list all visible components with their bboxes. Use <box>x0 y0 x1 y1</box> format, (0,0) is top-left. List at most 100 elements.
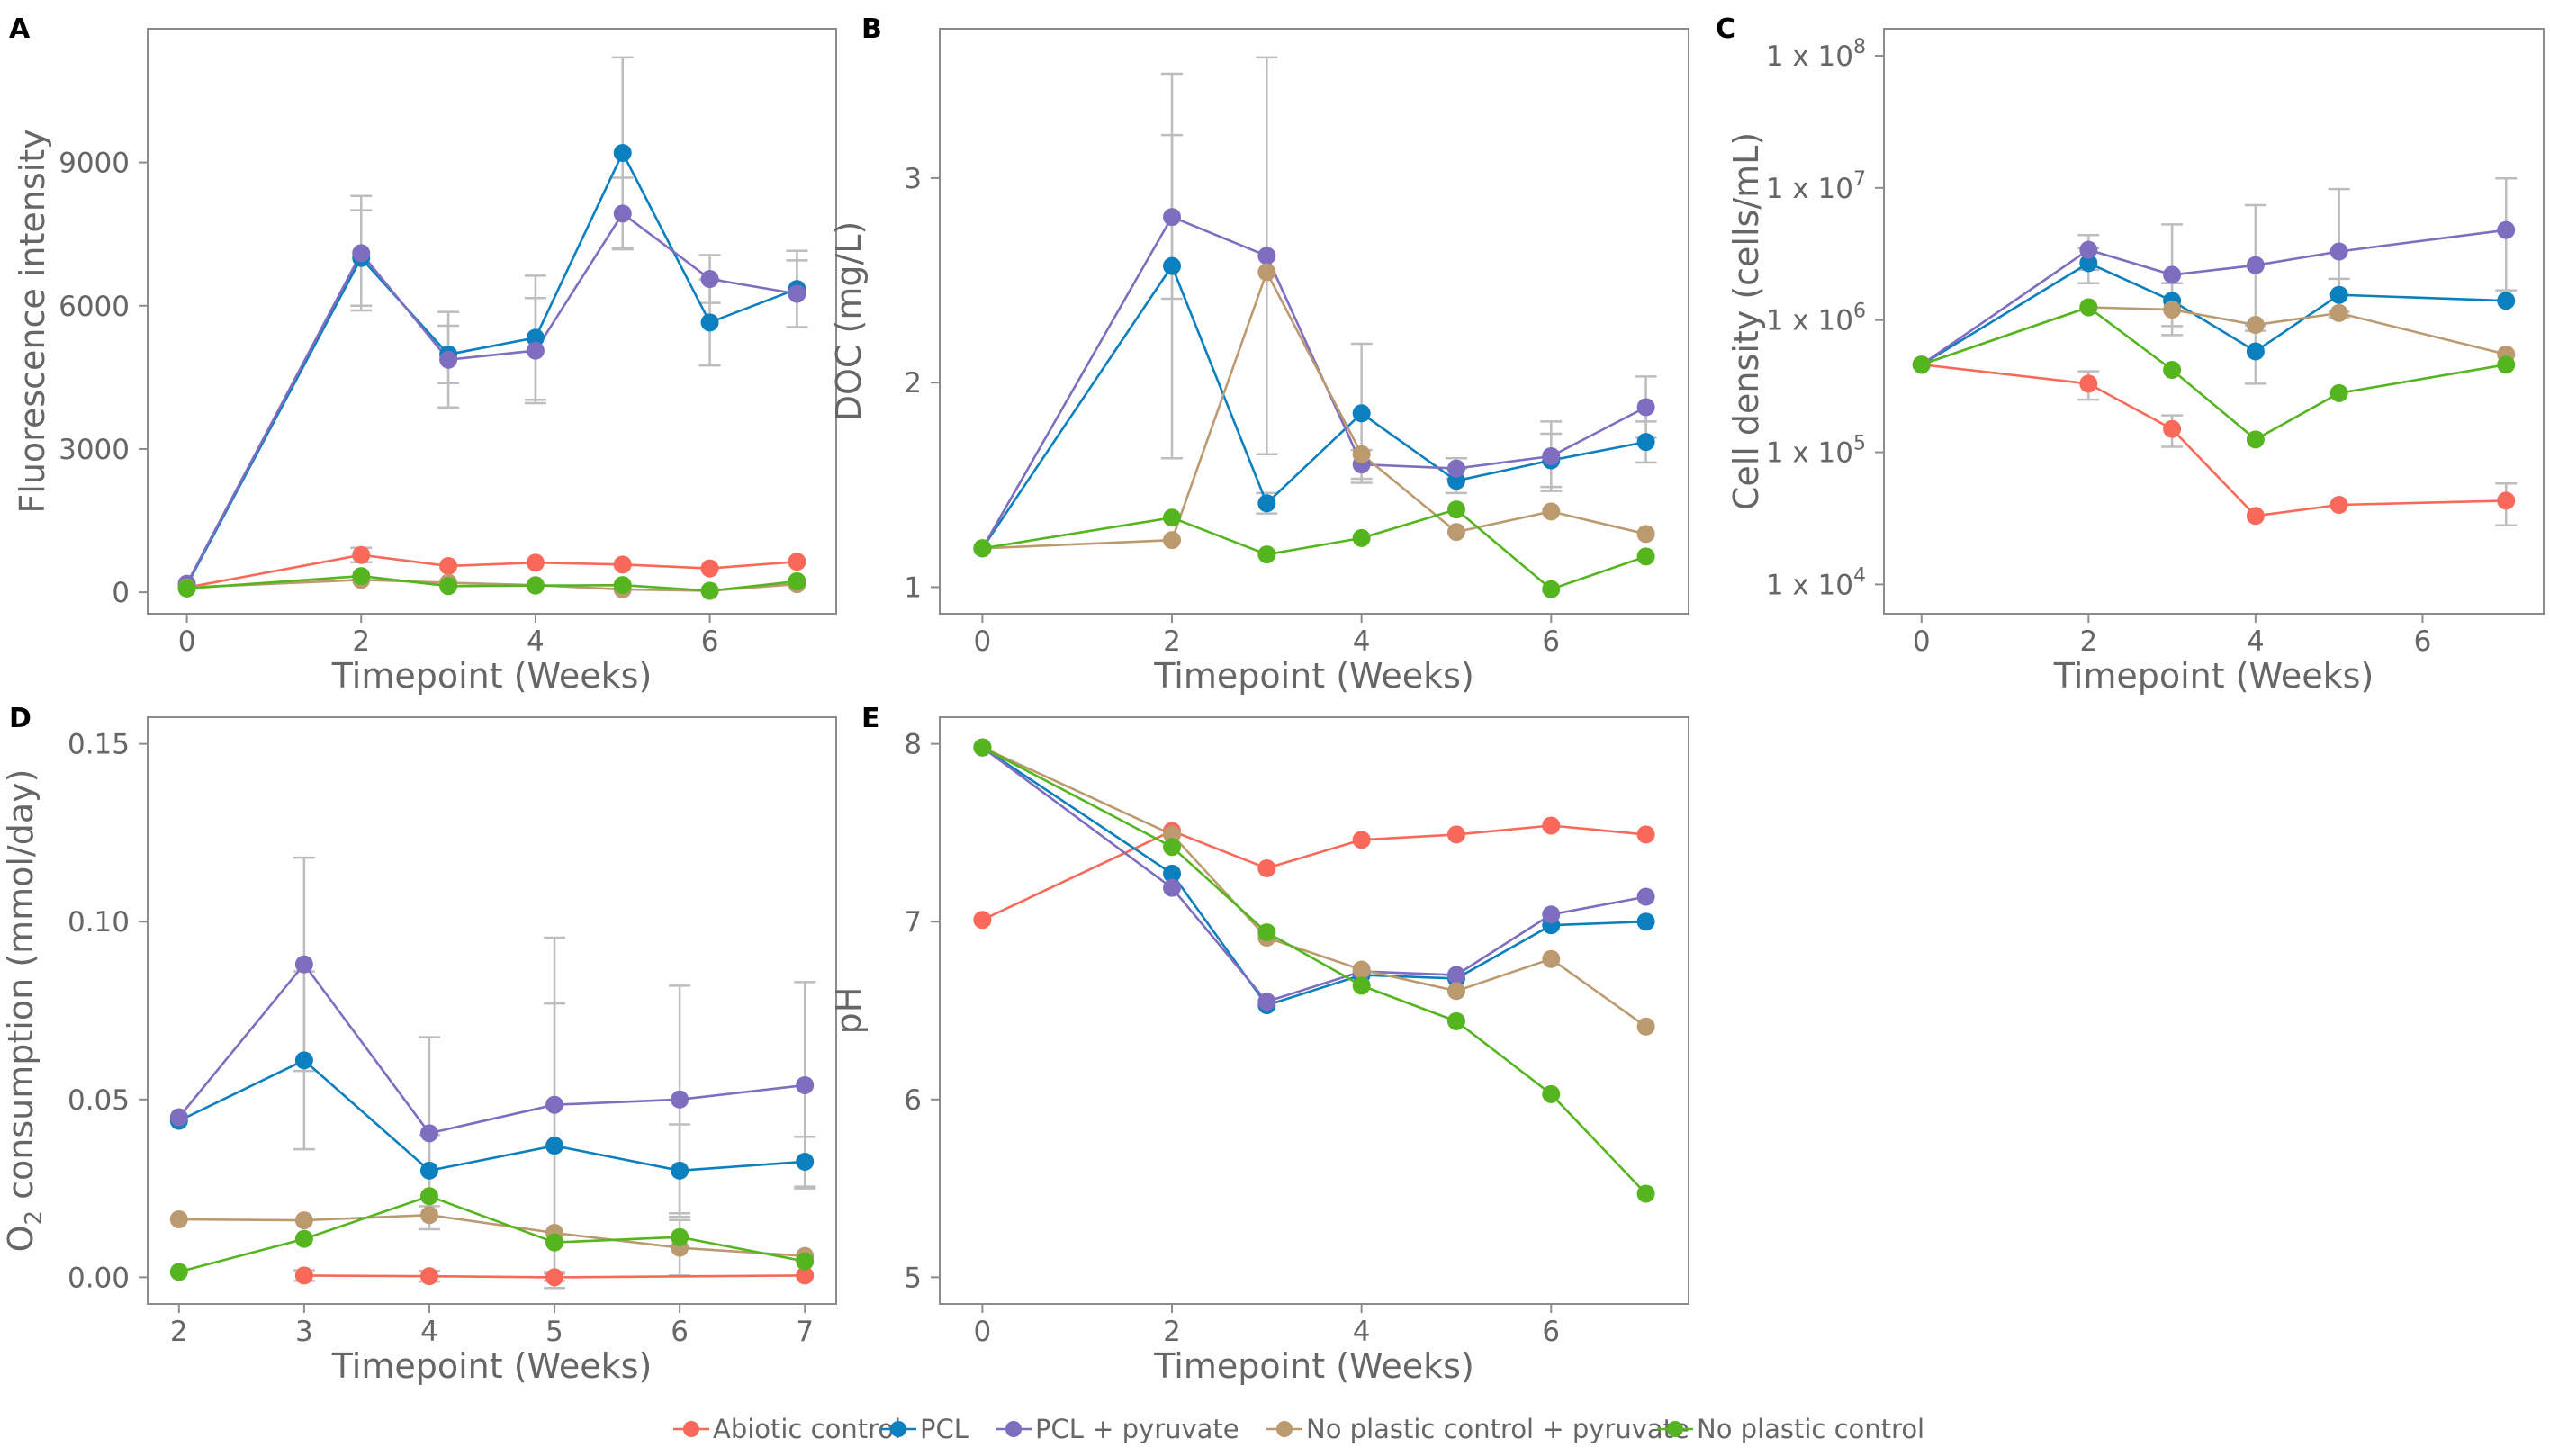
legend-marker <box>1667 1421 1683 1437</box>
data-point <box>1163 208 1182 227</box>
legend-marker <box>683 1421 699 1437</box>
plot-frame <box>939 28 1689 615</box>
data-point <box>2079 374 2098 393</box>
x-tick-label: 4 <box>2247 625 2265 658</box>
series-line <box>178 1194 806 1273</box>
data-point <box>419 1161 438 1180</box>
panel-label: D <box>9 703 32 734</box>
data-point <box>1446 500 1465 519</box>
data-point <box>1163 531 1182 550</box>
data-point <box>545 1137 564 1155</box>
series-line <box>1921 306 2507 441</box>
y-tick-label: 3 <box>904 163 922 195</box>
data-point <box>1257 494 1276 513</box>
panel-e: E 0 2 4 6 5 6 7 8 Timepoint (Weeks) pH <box>829 703 1689 1386</box>
x-tick-label: 2 <box>1163 1316 1181 1348</box>
data-point <box>2079 240 2098 259</box>
data-point <box>1163 864 1182 883</box>
data-point <box>1352 831 1371 849</box>
data-point <box>526 341 545 360</box>
data-point <box>1163 838 1182 857</box>
data-point <box>2163 301 2182 319</box>
data-point <box>1636 1017 1655 1036</box>
panel-label: E <box>861 703 880 734</box>
data-point <box>2497 491 2516 510</box>
data-point <box>788 284 806 303</box>
y-axis-title: O2 consumption (mmol/day) <box>1 769 48 1253</box>
data-point <box>1257 923 1276 942</box>
data-point <box>294 955 313 974</box>
data-point <box>1163 508 1182 527</box>
data-point <box>526 553 545 572</box>
data-point <box>1636 825 1655 844</box>
y-tick-label: 9000 <box>59 148 130 180</box>
data-point <box>294 1051 313 1070</box>
data-point <box>1352 404 1371 423</box>
series-line <box>178 1058 806 1173</box>
data-point <box>1542 580 1561 598</box>
data-point <box>1912 355 1931 374</box>
data-point <box>1446 966 1465 984</box>
data-point <box>1636 525 1655 544</box>
data-point <box>1257 263 1276 282</box>
legend-label: No plastic control <box>1697 1414 1924 1444</box>
y-tick-label: 1 x 106 <box>1766 301 1866 337</box>
y-tick-label: 2 <box>904 367 922 400</box>
legend-item: Abiotic control <box>673 1414 901 1444</box>
data-point <box>1542 949 1561 968</box>
data-point <box>1636 1184 1655 1203</box>
y-tick-label: 1 x 104 <box>1766 564 1866 601</box>
data-point <box>788 571 806 590</box>
data-point <box>439 350 458 369</box>
data-point <box>613 576 632 595</box>
data-point <box>2329 303 2348 322</box>
series-line <box>1921 229 2507 366</box>
data-point <box>526 576 545 595</box>
data-point <box>169 1263 188 1281</box>
data-point <box>700 581 719 600</box>
data-point <box>700 559 719 578</box>
x-tick-label: 6 <box>701 625 719 658</box>
x-tick-label: 0 <box>974 1316 992 1348</box>
data-point <box>1257 247 1276 265</box>
x-tick-label: 6 <box>671 1316 689 1348</box>
data-point <box>2329 285 2348 304</box>
data-point <box>1446 523 1465 542</box>
data-point <box>700 270 719 289</box>
x-axis-title: Timepoint (Weeks) <box>331 1346 653 1386</box>
x-tick-label: 2 <box>170 1316 188 1348</box>
data-point <box>294 1211 313 1230</box>
legend-label: No plastic control + pyruvate <box>1306 1414 1689 1444</box>
data-point <box>1446 459 1465 478</box>
legend-marker <box>890 1421 906 1437</box>
data-point <box>796 1075 815 1094</box>
data-point <box>2079 254 2098 273</box>
x-tick-label: 4 <box>1353 1316 1371 1348</box>
panel-label: A <box>9 13 31 45</box>
data-point <box>2246 342 2265 361</box>
legend-marker <box>1005 1421 1022 1437</box>
data-point <box>1163 878 1182 897</box>
data-point <box>352 244 371 263</box>
data-point <box>1257 993 1276 1011</box>
data-point <box>1163 256 1182 275</box>
data-point <box>973 911 992 930</box>
data-point <box>294 1266 313 1285</box>
y-tick-label: 5 <box>904 1262 922 1294</box>
x-tick-label: 0 <box>974 625 992 658</box>
series-line <box>177 962 806 1135</box>
data-point <box>1542 502 1561 521</box>
panel-b: B 0 2 4 6 1 2 3 Timepoint (Weeks) DOC (mg/L) <box>829 13 1689 696</box>
data-point <box>1352 528 1371 547</box>
panel-label: B <box>861 13 882 45</box>
data-point <box>294 1229 313 1248</box>
series-line <box>1921 261 2507 366</box>
data-point <box>1352 445 1371 463</box>
y-tick-label: 1 x 105 <box>1766 433 1866 470</box>
y-tick-label: 0 <box>112 577 130 609</box>
data-point <box>973 539 992 558</box>
data-point <box>1636 887 1655 906</box>
data-point <box>613 143 632 162</box>
data-point <box>1542 905 1561 924</box>
x-tick-label: 4 <box>420 1316 438 1348</box>
